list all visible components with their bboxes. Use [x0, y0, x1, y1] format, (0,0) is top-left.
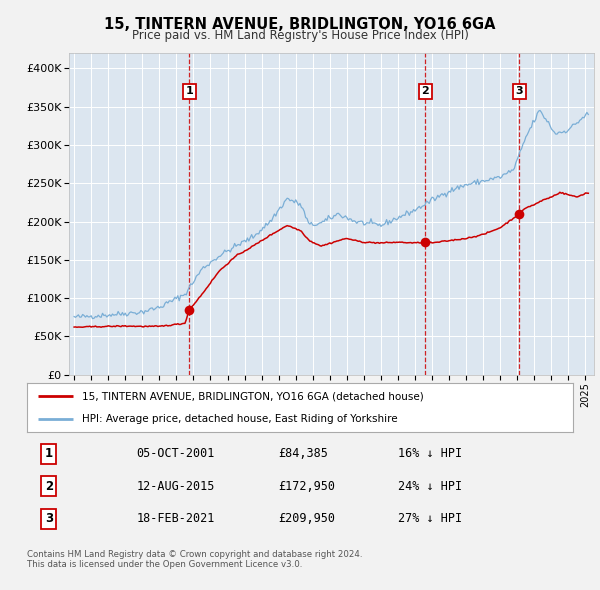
Text: 2: 2: [421, 86, 429, 96]
Text: 1: 1: [45, 447, 53, 460]
Text: £84,385: £84,385: [278, 447, 328, 460]
Text: 2: 2: [45, 480, 53, 493]
Text: 18-FEB-2021: 18-FEB-2021: [136, 512, 215, 525]
Text: 15, TINTERN AVENUE, BRIDLINGTON, YO16 6GA (detached house): 15, TINTERN AVENUE, BRIDLINGTON, YO16 6G…: [82, 391, 424, 401]
Text: 15, TINTERN AVENUE, BRIDLINGTON, YO16 6GA: 15, TINTERN AVENUE, BRIDLINGTON, YO16 6G…: [104, 17, 496, 31]
Text: 1: 1: [185, 86, 193, 96]
Text: 16% ↓ HPI: 16% ↓ HPI: [398, 447, 463, 460]
Text: £209,950: £209,950: [278, 512, 335, 525]
Text: Contains HM Land Registry data © Crown copyright and database right 2024.
This d: Contains HM Land Registry data © Crown c…: [27, 550, 362, 569]
Text: 12-AUG-2015: 12-AUG-2015: [136, 480, 215, 493]
Text: 24% ↓ HPI: 24% ↓ HPI: [398, 480, 463, 493]
Text: 27% ↓ HPI: 27% ↓ HPI: [398, 512, 463, 525]
Text: Price paid vs. HM Land Registry's House Price Index (HPI): Price paid vs. HM Land Registry's House …: [131, 29, 469, 42]
Text: 3: 3: [45, 512, 53, 525]
Text: 05-OCT-2001: 05-OCT-2001: [136, 447, 215, 460]
Text: £172,950: £172,950: [278, 480, 335, 493]
Text: 3: 3: [515, 86, 523, 96]
Text: HPI: Average price, detached house, East Riding of Yorkshire: HPI: Average price, detached house, East…: [82, 414, 397, 424]
